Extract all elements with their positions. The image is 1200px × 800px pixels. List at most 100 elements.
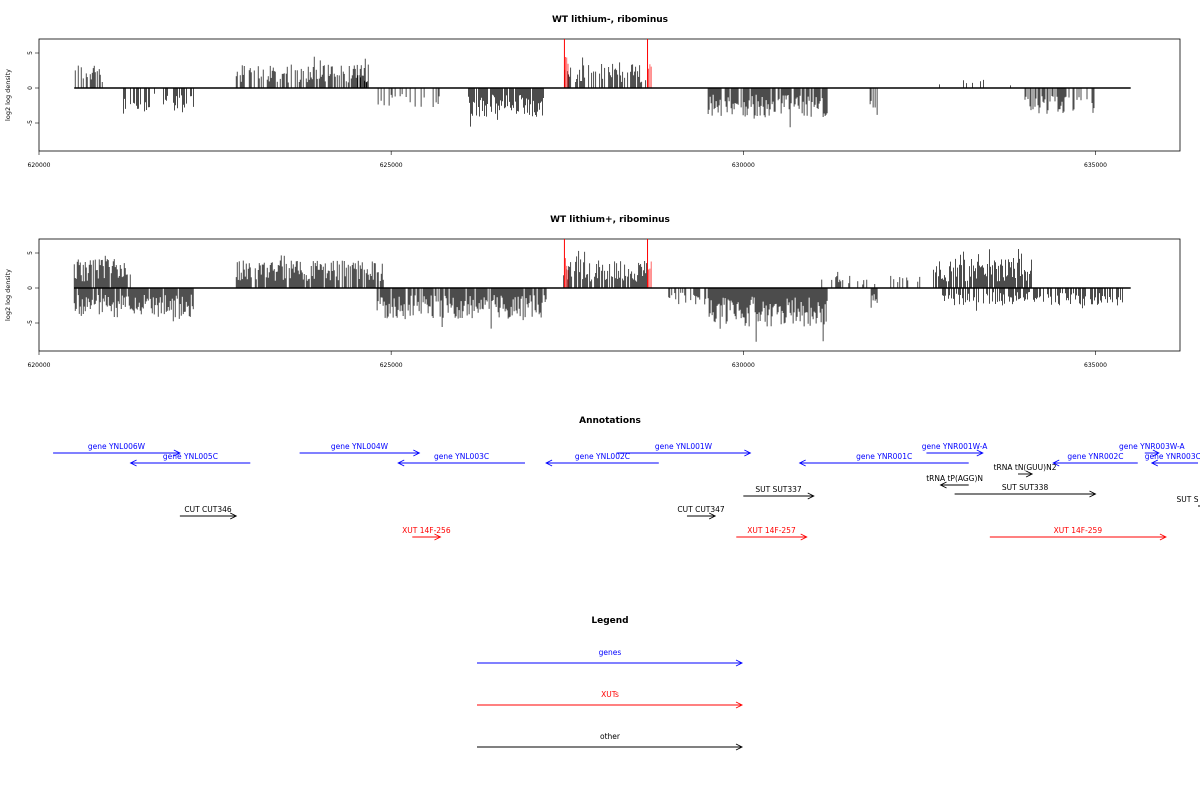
annotation-feature: gene YNR003C	[1145, 452, 1200, 467]
feature-label: gene YNL006W	[88, 442, 146, 451]
feature-label: XUT 14F-256	[402, 526, 451, 535]
annotation-feature: gene YNL003C	[397, 452, 525, 467]
feature-label: SUT SUT337	[755, 485, 802, 494]
annotation-feature: gene YNR001C	[798, 452, 969, 467]
legend-title: Legend	[591, 616, 628, 626]
annotation-feature: XUT 14F-256	[402, 526, 451, 541]
arrowhead	[1159, 533, 1167, 541]
annotations-title: Annotations	[579, 416, 641, 426]
feature-label: gene YNR003W-A	[1119, 442, 1185, 451]
arrowhead	[1150, 459, 1159, 467]
annotation-feature: gene YNL002C	[545, 452, 659, 467]
arrowhead	[413, 449, 421, 457]
x-tick-label: 620000	[28, 162, 51, 169]
x-tick-label: 625000	[380, 362, 403, 369]
y-tick-label: 0	[27, 286, 34, 290]
legend-item: genes	[477, 648, 744, 667]
arrowhead	[434, 533, 442, 541]
arrowhead	[129, 459, 137, 467]
y-tick-label: 0	[27, 86, 34, 90]
feature-label: gene YNR003C	[1145, 452, 1200, 461]
annotation-feature: CUT CUT347	[677, 505, 725, 520]
arrowhead	[230, 512, 238, 520]
feature-label: gene YNL004W	[331, 442, 389, 451]
legend-label: XUTs	[601, 690, 619, 699]
annotation-feature: gene YNL006W	[53, 442, 181, 457]
arrowhead	[807, 492, 815, 500]
y-axis-label: log2 log density	[4, 269, 12, 321]
x-axis: 620000 625000 630000 635000	[28, 151, 1107, 169]
density-bars	[73, 239, 1131, 342]
plot-frame	[38, 238, 1181, 352]
annotation-feature: SUT S	[1177, 495, 1200, 507]
feature-label: gene YNR001C	[856, 452, 912, 461]
x-tick-label: 630000	[732, 162, 755, 169]
arrowhead	[708, 512, 717, 520]
annotation-feature: gene YNL004W	[299, 442, 421, 457]
legend-arrowhead	[735, 743, 744, 751]
panel-title: WT lithium+, ribominus	[550, 215, 670, 225]
arrowhead	[173, 449, 181, 457]
y-tick-label: -5	[27, 320, 34, 326]
feature-label: SUT SUT338	[1002, 483, 1049, 492]
annotation-feature: XUT 14F-257	[736, 526, 808, 541]
y-tick-label: 5	[27, 251, 34, 255]
legend-item: XUTs	[477, 690, 744, 709]
annotation-feature: gene YNL001W	[616, 442, 752, 457]
feature-label: SUT S	[1177, 495, 1199, 504]
arrowhead	[1089, 490, 1097, 498]
x-tick-label: 620000	[28, 362, 51, 369]
arrowhead	[1052, 459, 1060, 467]
x-tick-label: 625000	[380, 162, 403, 169]
annotation-feature: gene YNR002C	[1052, 452, 1138, 467]
y-axis: 5 0 -5	[27, 51, 39, 126]
feature-label: gene YNL002C	[575, 452, 630, 461]
feature-label: XUT 14F-257	[747, 526, 796, 535]
feature-label: CUT CUT347	[677, 505, 725, 514]
annotation-feature: gene YNR001W-A	[922, 442, 988, 457]
arrowhead	[1025, 470, 1034, 478]
plot-frame	[38, 38, 1181, 152]
feature-label: gene YNL001W	[655, 442, 713, 451]
feature-label: gene YNR002C	[1067, 452, 1123, 461]
annotation-feature: XUT 14F-259	[989, 526, 1167, 541]
arrowhead	[545, 459, 553, 467]
feature-label: CUT CUT346	[184, 505, 232, 514]
feature-label: tRNA tP(AGG)N	[926, 474, 983, 483]
feature-label: tRNA tN(GUU)N2	[994, 463, 1057, 472]
density-bars	[74, 39, 1131, 128]
arrowhead	[939, 481, 947, 489]
arrowhead	[744, 449, 752, 457]
legend-arrowhead	[735, 659, 744, 667]
legend: Legend genes XUTs other	[477, 616, 744, 751]
annotation-features: gene YNL006W gene YNL005C gene YNL004W gene…	[53, 442, 1200, 541]
legend-label: genes	[599, 648, 622, 657]
legend-item: other	[477, 732, 744, 751]
x-tick-label: 635000	[1084, 362, 1107, 369]
annotation-feature: gene YNR003W-A	[1119, 442, 1186, 457]
legend-items: genes XUTs other	[477, 648, 744, 751]
y-tick-label: -5	[27, 120, 34, 126]
feature-label: gene YNL003C	[434, 452, 489, 461]
legend-label: other	[600, 732, 621, 741]
x-tick-label: 635000	[1084, 162, 1107, 169]
annotation-feature: SUT SUT337	[743, 485, 815, 500]
legend-arrowhead	[735, 701, 744, 709]
annotation-feature: SUT SUT338	[954, 483, 1097, 498]
annotation-feature: gene YNL005C	[129, 452, 251, 467]
y-axis: 5 0 -5	[27, 251, 39, 326]
annotation-feature: tRNA tN(GUU)N2	[994, 463, 1057, 478]
annotation-feature: tRNA tP(AGG)N	[926, 474, 983, 489]
arrowhead	[976, 449, 984, 457]
x-tick-label: 630000	[732, 362, 755, 369]
density-panel-lithium-plus: WT lithium+, ribominus log2 log density …	[4, 215, 1181, 369]
y-tick-label: 5	[27, 51, 34, 55]
feature-label: XUT 14F-259	[1054, 526, 1103, 535]
arrowhead	[800, 533, 808, 541]
density-panel-lithium-minus: WT lithium-, ribominus log2 log density …	[4, 15, 1181, 169]
x-axis: 620000 625000 630000 635000	[28, 351, 1107, 369]
y-axis-label: log2 log density	[4, 69, 12, 121]
annotation-feature: CUT CUT346	[179, 505, 238, 520]
arrowhead	[1152, 449, 1160, 457]
